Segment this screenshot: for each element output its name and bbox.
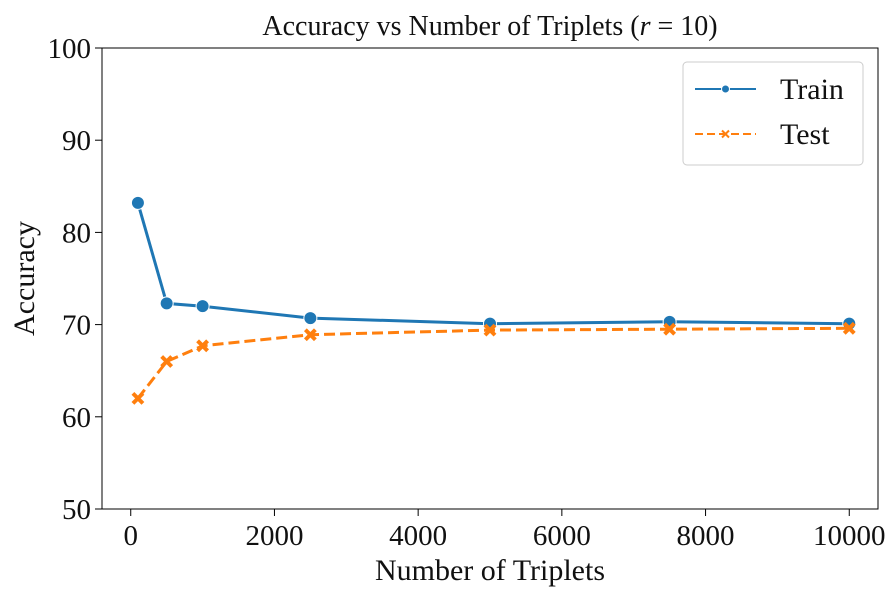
train-point (130, 195, 145, 210)
chart-title: Accuracy vs Number of Triplets (r = 10) (262, 11, 717, 42)
x-axis-label: Number of Triplets (375, 554, 605, 587)
y-axis-label: Accuracy (8, 221, 41, 336)
x-tick-label: 2000 (245, 520, 303, 552)
y-tick-label: 80 (62, 217, 91, 249)
x-tick-label: 0 (123, 520, 138, 552)
y-axis: 50 60 70 80 90 100 (48, 33, 102, 526)
x-tick-label: 10000 (813, 520, 886, 552)
test-point (196, 339, 210, 353)
legend: Train Test (682, 61, 864, 166)
series-train (130, 195, 857, 331)
x-tick-label: 4000 (389, 520, 447, 552)
train-point (195, 299, 210, 314)
test-point (842, 321, 856, 335)
train-point (159, 296, 174, 311)
test-point (160, 355, 174, 368)
legend-marker-test (721, 129, 730, 139)
y-tick-label: 70 (62, 310, 91, 342)
legend-item-test: Test (695, 118, 830, 151)
y-tick-label: 60 (62, 402, 91, 434)
x-tick-label: 6000 (533, 520, 591, 552)
train-line (136, 202, 850, 326)
y-tick-label: 100 (48, 33, 92, 65)
x-axis: 0 2000 4000 6000 8000 10000 (123, 509, 886, 552)
y-tick-label: 90 (62, 125, 91, 157)
test-point (663, 322, 677, 336)
series-layer (130, 195, 857, 405)
test-line (136, 326, 850, 400)
test-point (483, 323, 497, 337)
legend-label-test: Test (780, 118, 830, 151)
plot-area (101, 47, 879, 510)
legend-marker-train (721, 84, 730, 94)
legend-label-train: Train (780, 73, 844, 106)
series-test (131, 321, 856, 405)
test-point (131, 391, 145, 405)
y-tick-label: 50 (62, 494, 91, 526)
legend-item-train: Train (695, 73, 844, 106)
test-point (303, 328, 317, 342)
x-tick-label: 8000 (677, 520, 735, 552)
train-point (303, 311, 318, 326)
